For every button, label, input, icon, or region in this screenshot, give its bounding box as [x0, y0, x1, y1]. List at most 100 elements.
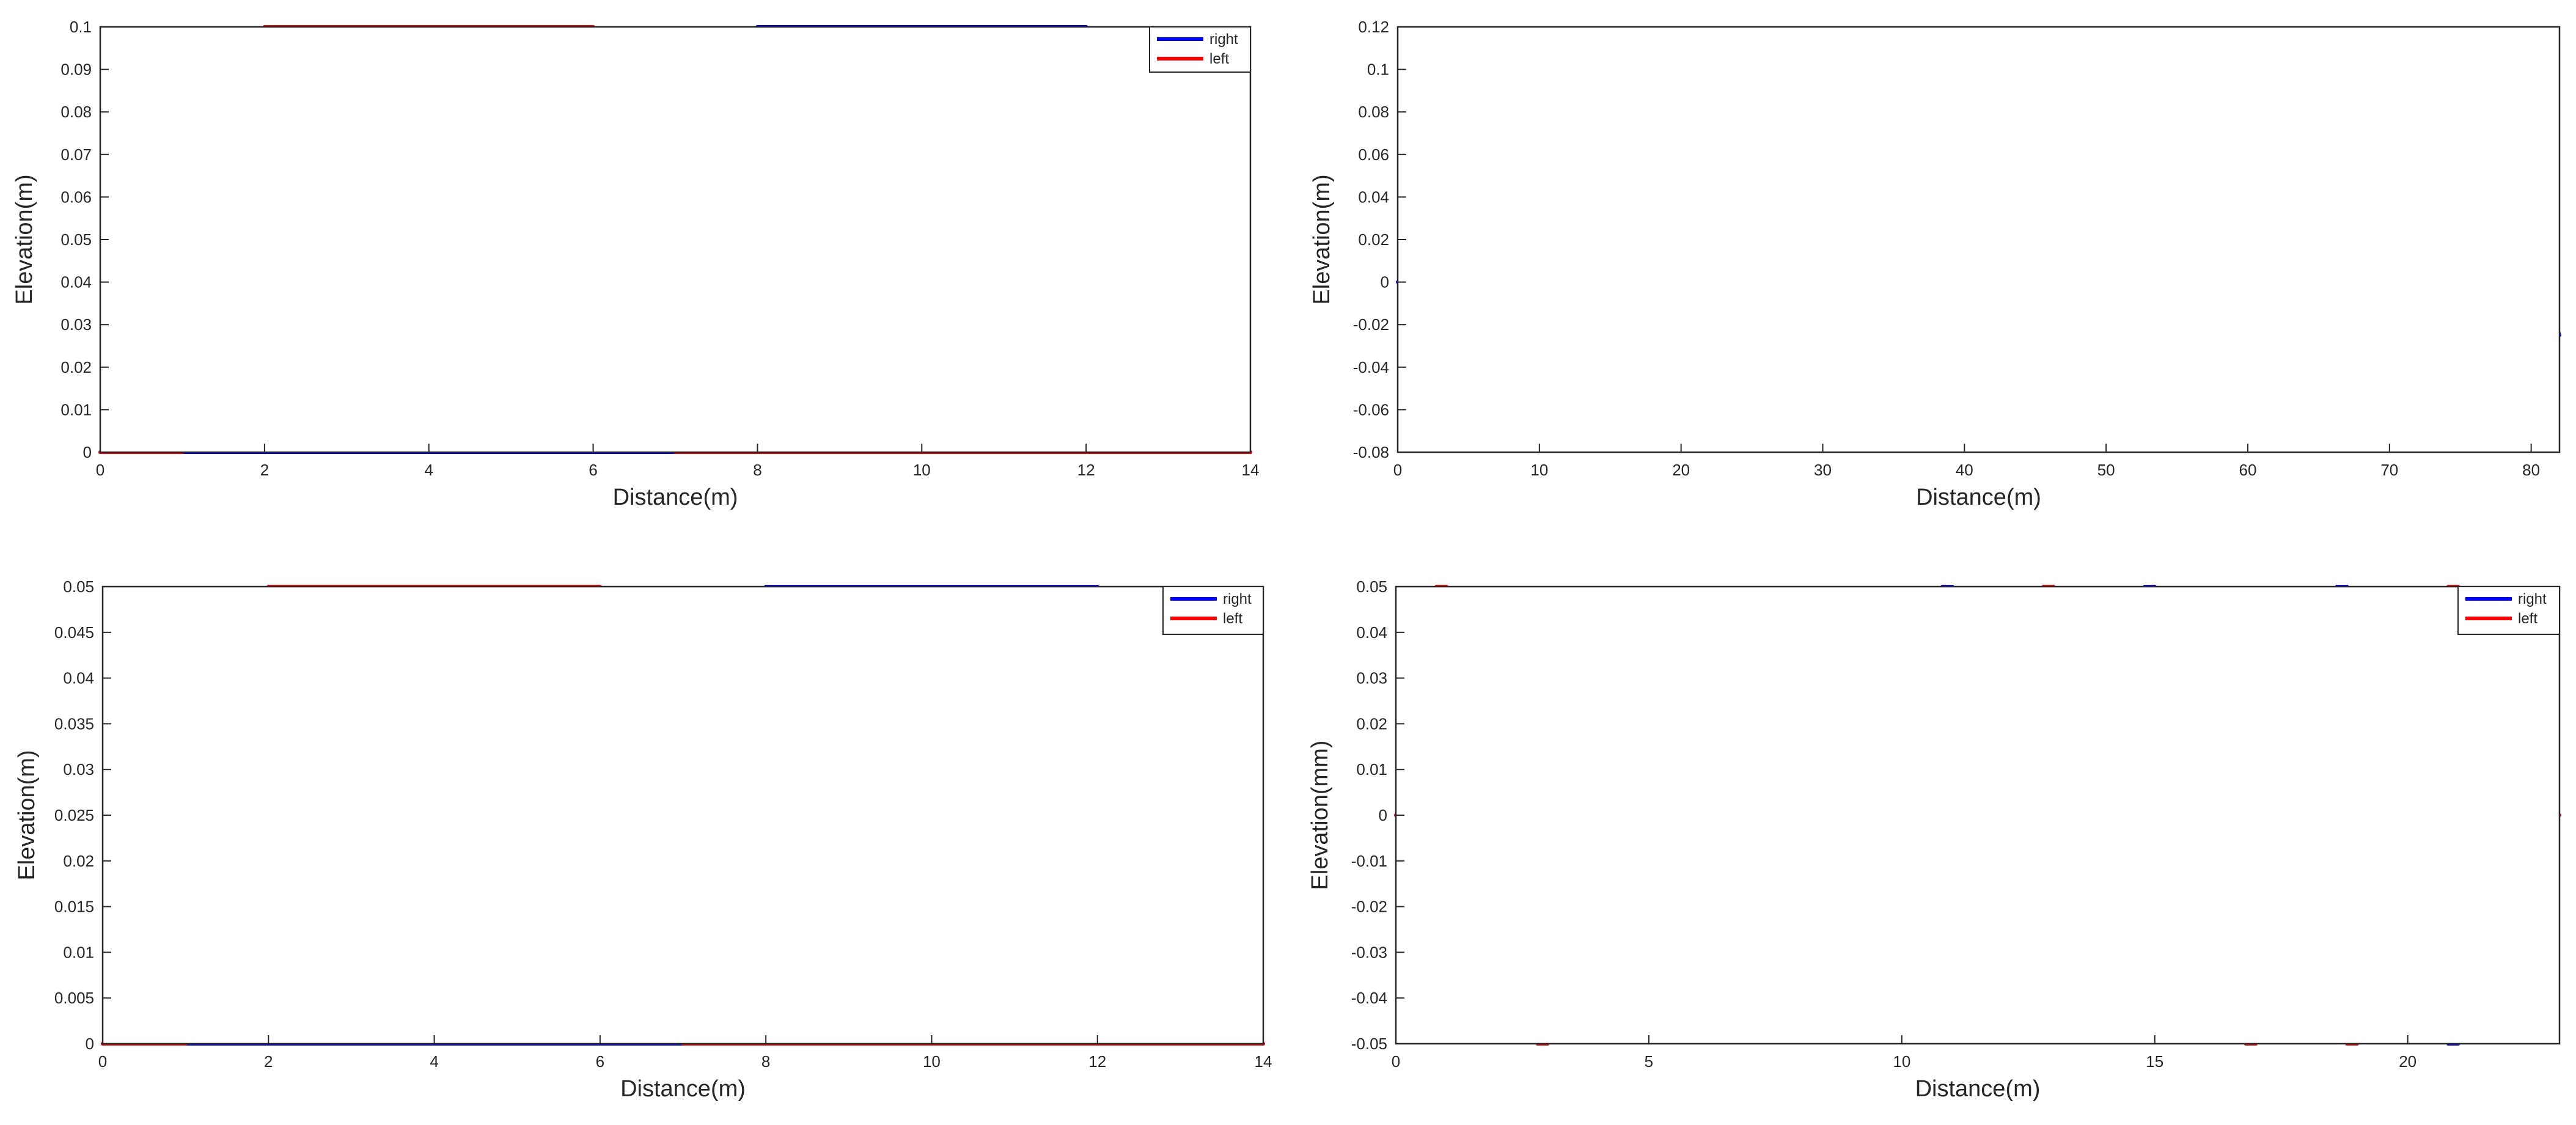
y-tick-label: 0.04: [1358, 188, 1389, 206]
y-tick-label: 0.12: [1358, 18, 1389, 36]
y-tick-label: -0.01: [1351, 852, 1387, 870]
x-tick-label: 6: [596, 1052, 604, 1071]
x-tick-label: 8: [761, 1052, 770, 1071]
y-tick-label: -0.08: [1353, 443, 1389, 461]
plot-frame: [101, 585, 1264, 1045]
legend-label-left: left: [1223, 610, 1242, 627]
y-tick-label: 0.01: [1356, 760, 1387, 779]
y-axis-label: Elevation(mm): [1307, 741, 1333, 890]
x-axis-label: Distance(m): [613, 485, 738, 510]
y-tick-label: 0.04: [63, 669, 94, 687]
y-tick-label: 0.06: [61, 188, 92, 206]
x-tick-label: 0: [1392, 1052, 1400, 1071]
chart-panel-4: 0 5 10 15 20 -0.05 -0.04 -0.03 -0.02 -0.01 0 0.01 0.…: [1307, 577, 2561, 1102]
chart-panel-1: 0 2 4 6 8 10 12 14 0 0.01 0.02 0.03 0.04 0.05 0.06 0.07…: [12, 18, 1259, 510]
x-tick-label: 10: [1893, 1052, 1910, 1071]
x-tick-label: 4: [430, 1052, 438, 1071]
legend-label-right: right: [1209, 31, 1238, 48]
x-tick-label: 80: [2522, 461, 2540, 479]
y-tick-label: 0: [1381, 273, 1389, 291]
x-tick-label: 12: [1088, 1052, 1106, 1071]
legend-box: [2457, 586, 2560, 635]
legend: right left: [1162, 586, 1264, 635]
y-tick-label: 0.03: [1356, 669, 1387, 687]
x-tick-label: 5: [1645, 1052, 1653, 1071]
y-tick-label: 0.05: [63, 577, 94, 596]
legend: right left: [2457, 586, 2560, 635]
y-tick-label: -0.03: [1351, 943, 1387, 961]
x-tick-label: 20: [2399, 1052, 2416, 1071]
y-tick-label: 0.04: [1356, 623, 1387, 642]
y-tick-label: 0.02: [61, 358, 92, 376]
y-tick-label: 0: [83, 443, 92, 461]
y-tick-label: -0.02: [1353, 315, 1389, 334]
y-tick-label: -0.04: [1351, 989, 1387, 1007]
y-tick-label: 0.07: [61, 145, 92, 164]
y-tick-label: 0.015: [54, 898, 94, 916]
y-tick-label: 0.03: [61, 315, 92, 334]
y-tick-label: 0.01: [61, 400, 92, 419]
y-tick-label: 0.05: [61, 230, 92, 249]
legend-box: [1149, 26, 1251, 73]
x-tick-label: 2: [260, 461, 269, 479]
x-tick-label: 10: [1530, 461, 1548, 479]
y-tick-label: 0: [1379, 806, 1387, 824]
x-tick-label: 0: [96, 461, 105, 479]
legend: right left: [1149, 26, 1251, 73]
legend-label-right: right: [1223, 591, 1252, 607]
x-tick-label: 14: [1242, 461, 1260, 479]
y-tick-label: 0.04: [61, 273, 92, 291]
y-tick-label: 0.01: [63, 943, 94, 961]
y-tick-label: 0.035: [54, 714, 94, 733]
y-tick-label: 0.025: [54, 806, 94, 824]
y-tick-label: 0.06: [1358, 145, 1389, 164]
plot-frame: [1396, 26, 2561, 453]
y-tick-label: 0.045: [54, 623, 94, 642]
y-tick-label: 0.08: [61, 103, 92, 121]
x-tick-label: 12: [1077, 461, 1095, 479]
x-tick-label: 10: [923, 1052, 941, 1071]
x-tick-label: 20: [1672, 461, 1690, 479]
x-tick-label: 50: [2097, 461, 2115, 479]
y-tick-label: 0.1: [70, 18, 92, 36]
y-tick-label: 0.09: [61, 60, 92, 79]
y-tick-label: -0.04: [1353, 358, 1389, 376]
y-axis-label: Elevation(m): [14, 750, 40, 880]
x-tick-label: 8: [753, 461, 761, 479]
chart-panel-2: 0 10 20 30 40 50 60 70 80 -0.08 -0.06 -0.04 -0.02 0 0.…: [1309, 18, 2561, 510]
chart-panel-3: 0 2 4 6 8 10 12 14 0 0.005 0.01 0.015 0.02 0.025 0.03 0…: [14, 577, 1272, 1102]
x-tick-label: 2: [264, 1052, 273, 1071]
y-tick-label: 0.05: [1356, 577, 1387, 596]
y-tick-label: 0: [86, 1035, 94, 1053]
x-tick-label: 40: [1956, 461, 1973, 479]
y-tick-label: 0.1: [1367, 60, 1389, 79]
plot-frame: [1395, 585, 2561, 1045]
y-tick-label: 0.08: [1358, 103, 1389, 121]
x-axis-label: Distance(m): [1916, 485, 2041, 510]
x-tick-label: 30: [1814, 461, 1832, 479]
x-tick-label: 14: [1255, 1052, 1272, 1071]
y-axis-label: Elevation(m): [12, 174, 37, 304]
y-tick-label: 0.02: [1358, 230, 1389, 249]
y-tick-label: 0.005: [54, 989, 94, 1007]
y-tick-label: -0.02: [1351, 898, 1387, 916]
x-tick-label: 60: [2239, 461, 2257, 479]
x-axis-label: Distance(m): [1915, 1076, 2041, 1102]
y-tick-label: 0.03: [63, 760, 94, 779]
x-axis-label: Distance(m): [620, 1076, 746, 1102]
x-tick-label: 0: [98, 1052, 107, 1071]
y-tick-label: 0.02: [1356, 714, 1387, 733]
x-tick-label: 10: [913, 461, 931, 479]
y-tick-label: -0.05: [1351, 1035, 1387, 1053]
x-tick-label: 6: [589, 461, 597, 479]
y-tick-label: 0.02: [63, 852, 94, 870]
legend-label-left: left: [1209, 51, 1229, 67]
x-tick-label: 0: [1393, 461, 1402, 479]
legend-label-left: left: [2518, 610, 2537, 627]
x-tick-label: 70: [2380, 461, 2398, 479]
x-tick-label: 4: [424, 461, 433, 479]
y-tick-label: -0.06: [1353, 400, 1389, 419]
x-tick-label: 15: [2146, 1052, 2163, 1071]
plot-frame: [99, 26, 1252, 453]
